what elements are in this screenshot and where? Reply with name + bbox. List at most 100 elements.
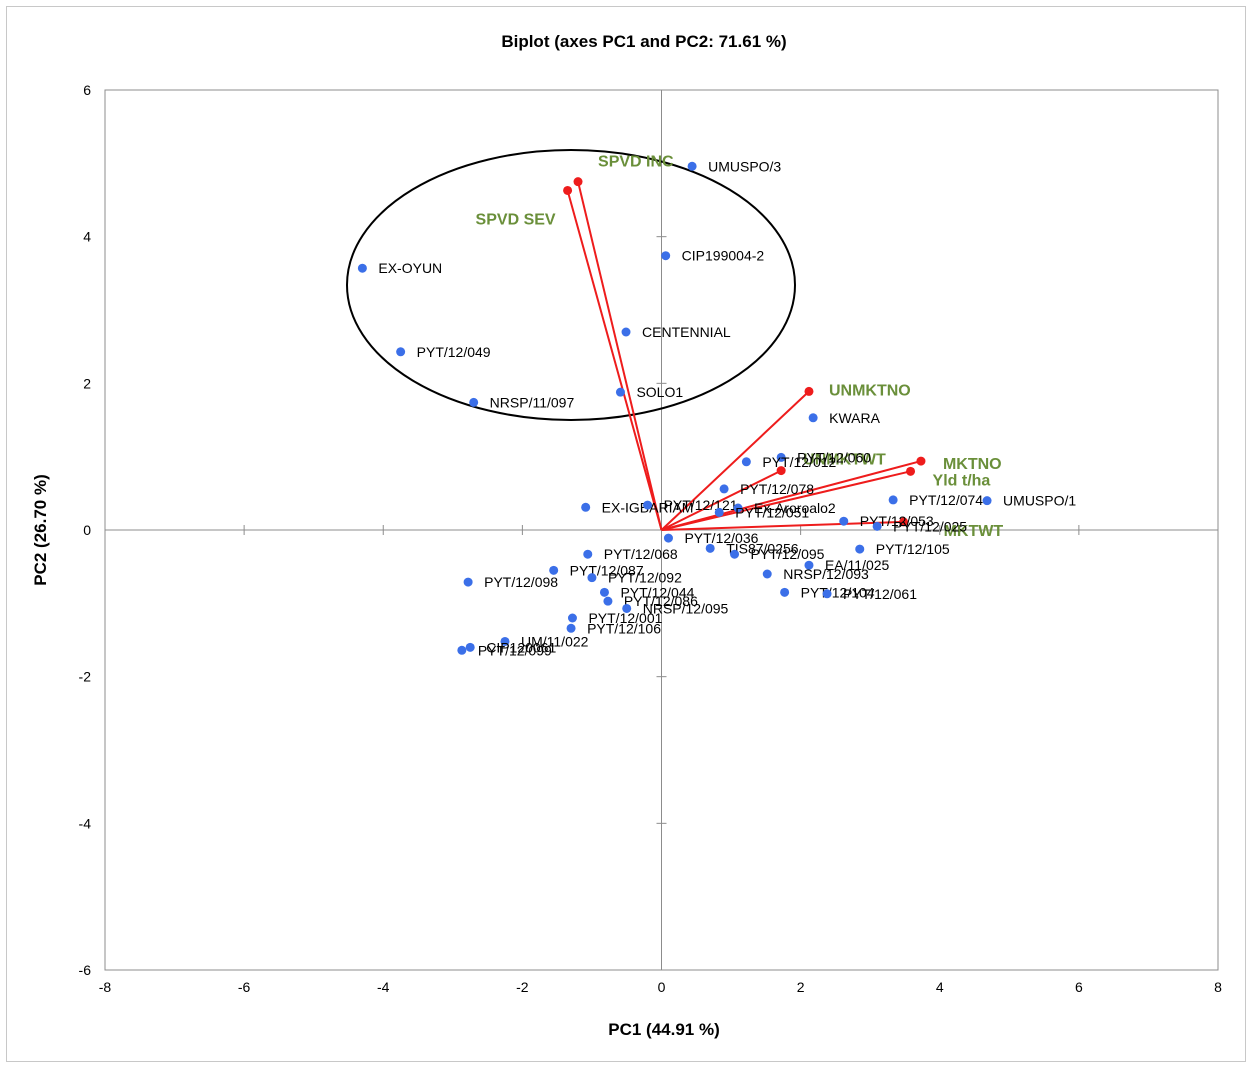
observation-point xyxy=(776,452,786,462)
observation-label: PYT/12/099 xyxy=(478,642,552,658)
variable-point xyxy=(906,466,916,476)
observation-point xyxy=(804,560,814,570)
variable-vectors: SPVD INC SPVD SEV UNMKTNO MKTNO UNMKTWT Yld t… xyxy=(476,154,1004,540)
observation-point xyxy=(567,613,577,623)
x-tick-label: -8 xyxy=(99,979,112,995)
observation-label: EA/11/025 xyxy=(825,557,890,573)
observation-point xyxy=(733,503,743,513)
observation-point xyxy=(855,544,865,554)
variable-label: SPVD SEV xyxy=(476,211,556,228)
x-tick-label: 2 xyxy=(797,979,805,995)
observation-point xyxy=(587,573,597,583)
observation-point xyxy=(603,596,613,606)
observation-label: PYT/12/036 xyxy=(684,530,758,546)
observation-point xyxy=(762,569,772,579)
variable-vector xyxy=(577,181,663,531)
observation-point xyxy=(687,161,697,171)
highlight-ellipse xyxy=(346,149,796,421)
observation-label: PYT/12/012 xyxy=(762,454,836,470)
observation-point xyxy=(396,347,406,357)
variable-vector xyxy=(660,390,810,531)
tick-labels: -8 -6 -4 -2 0 2 4 6 8 -6 -4 -2 0 2 4 6 xyxy=(79,82,1223,995)
observation-point xyxy=(714,507,724,517)
variable-label: Yld t/ha xyxy=(933,472,991,489)
observation-label: CIP199004-2 xyxy=(682,248,765,264)
observation-point xyxy=(808,413,818,423)
observation-label: TIS87/0256 xyxy=(726,540,799,556)
observation-label: PYT/12/104 xyxy=(801,584,875,600)
variable-label: UNMKTNO xyxy=(829,382,911,399)
variable-point xyxy=(563,185,573,195)
variable-label: MKTWT xyxy=(944,523,1004,540)
observation-label: NRSP/12/093 xyxy=(783,566,869,582)
observation-point xyxy=(661,251,671,261)
observation-label: PYT/12/051 xyxy=(735,504,809,520)
variable-point xyxy=(899,517,909,527)
variable-point xyxy=(804,386,814,396)
observation-label: CENTENNIAL xyxy=(642,324,731,340)
observation-label: NRSP/11/097 xyxy=(490,394,575,410)
observation-label: PYT/12/087 xyxy=(570,562,644,578)
y-tick-label: -4 xyxy=(79,815,92,831)
x-axis-title: PC1 (44.91 %) xyxy=(608,1020,720,1039)
observation-label: PYT/12/068 xyxy=(604,546,678,562)
observation-label: PYT/12/086 xyxy=(624,593,698,609)
observation-point xyxy=(500,636,510,646)
observation-point xyxy=(780,587,790,597)
observation-label: PYT/12/078 xyxy=(740,481,814,497)
observation-point xyxy=(730,549,740,559)
variable-vector xyxy=(661,460,922,531)
x-tick-label: -4 xyxy=(377,979,390,995)
observation-point xyxy=(599,587,609,597)
observation-label: PYT/12/060 xyxy=(797,449,871,465)
y-tick-label: 4 xyxy=(83,229,91,245)
observation-label: PYT/12/106 xyxy=(587,620,661,636)
x-tick-label: -2 xyxy=(516,979,529,995)
observation-point xyxy=(705,543,715,553)
observation-points: UMUSPO/3 CIP199004-2 EX-OYUN CENTENNIAL PYT/… xyxy=(357,158,1076,658)
variable-vector xyxy=(566,190,663,531)
y-tick-label: 6 xyxy=(83,82,91,98)
observation-point xyxy=(719,484,729,494)
y-tick-label: 0 xyxy=(83,522,91,538)
x-tick-label: 0 xyxy=(658,979,666,995)
observation-point xyxy=(581,502,591,512)
observation-label: CIP120061 xyxy=(486,639,556,655)
observation-point xyxy=(982,496,992,506)
observation-label: PYT/12/121 xyxy=(664,497,738,513)
observation-label: PYT/12/105 xyxy=(876,541,950,557)
y-axis-title: PC2 (26.70 %) xyxy=(31,474,50,586)
variable-label: SPVD INC xyxy=(598,154,674,171)
observation-label: PYT/12/061 xyxy=(843,586,917,602)
observation-label: Ex-Aroroalo2 xyxy=(754,500,836,516)
observation-point xyxy=(457,645,467,655)
observation-point xyxy=(549,565,559,575)
variable-label: UNMKTWT xyxy=(803,452,886,469)
observation-label: PYT/12/074 xyxy=(909,492,983,508)
observation-label: UMUSPO/3 xyxy=(708,158,781,174)
observation-point xyxy=(621,327,631,337)
observation-point xyxy=(566,623,576,633)
y-tick-label: -6 xyxy=(79,962,92,978)
observation-point xyxy=(615,387,625,397)
observation-label: PYT/12/092 xyxy=(608,570,682,586)
observation-label: PYT/12/025 xyxy=(893,518,967,534)
observation-label: PYT/12/049 xyxy=(417,344,491,360)
observation-label: KWARA xyxy=(829,410,880,426)
variable-point xyxy=(916,456,926,466)
observation-label: PYT/12/098 xyxy=(484,574,558,590)
chart-title: Biplot (axes PC1 and PC2: 71.61 %) xyxy=(501,32,786,51)
y-tick-label: -2 xyxy=(79,669,92,685)
observation-point xyxy=(822,589,832,599)
observation-label: PYT/12/044 xyxy=(620,584,694,600)
x-tick-label: 8 xyxy=(1214,979,1222,995)
observation-point xyxy=(465,642,475,652)
observation-point xyxy=(741,457,751,467)
observation-point xyxy=(888,495,898,505)
observation-label: PYT/12/095 xyxy=(751,546,825,562)
observation-point xyxy=(872,521,882,531)
observation-label: SOLO1 xyxy=(636,384,683,400)
variable-vector xyxy=(661,469,782,531)
